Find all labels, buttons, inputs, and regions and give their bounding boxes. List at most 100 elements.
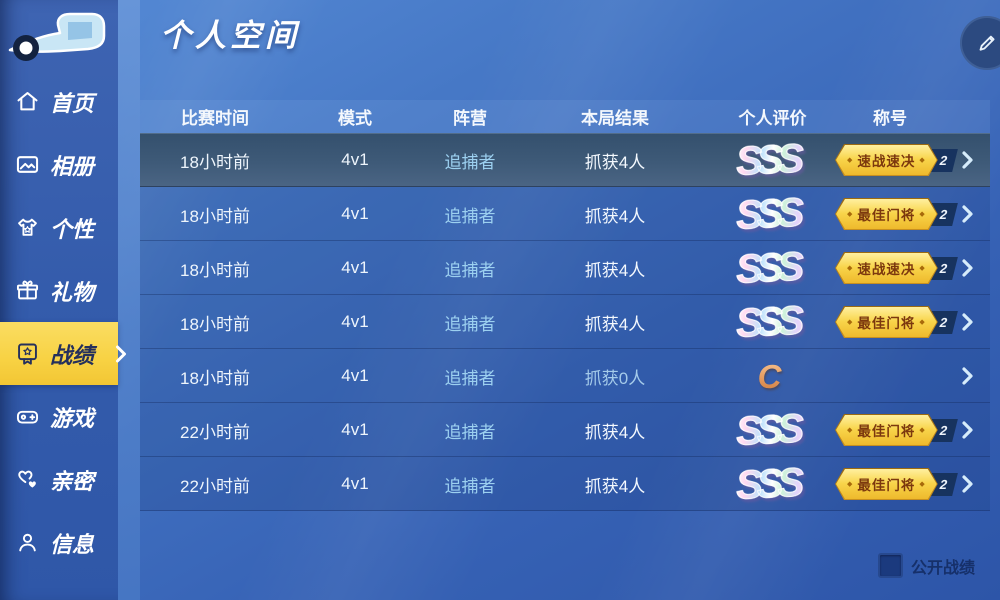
sidebar-item-gifts[interactable]: 礼物 [0, 259, 118, 322]
match-title: ◆ 速战速决 ◆ 2 [835, 252, 958, 284]
col-header-rating: 个人评价 [738, 109, 807, 128]
title-badge: ◆ 速战速决 ◆ 2 [835, 252, 958, 284]
match-mode: 4v1 [341, 366, 369, 385]
match-rating: SSS [710, 298, 835, 346]
sidebar-item-label: 礼物 [50, 279, 95, 305]
match-row[interactable]: 18小时前 4v1 追捕者 抓获0人 C ◆◆ [140, 349, 990, 403]
match-camp: 追捕者 [444, 476, 496, 496]
sidebar-item-label: 信息 [50, 531, 95, 557]
match-mode: 4v1 [341, 420, 369, 439]
sidebar-item-records[interactable]: 战绩 [0, 322, 126, 385]
medal-icon [14, 340, 41, 367]
match-row[interactable]: 18小时前 4v1 追捕者 抓获4人 SSS ◆ 速战速决 ◆ 2 [140, 241, 990, 295]
sidebar-item-personality[interactable]: 个性 [0, 196, 118, 259]
sidebar-edge-highlight [118, 0, 140, 600]
match-result: 抓获4人 [584, 422, 646, 442]
row-chevron-icon[interactable] [945, 259, 990, 277]
match-row[interactable]: 18小时前 4v1 追捕者 抓获4人 SSS ◆ 最佳门将 ◆ 2 [140, 187, 990, 241]
sidebar-nav: 首页 相册 个性 礼物 战绩 [0, 70, 126, 574]
match-mode: 4v1 [341, 150, 369, 169]
match-result: 抓获4人 [584, 206, 646, 226]
title-badge: ◆ 速战速决 ◆ 2 [835, 144, 958, 176]
edit-button[interactable] [960, 16, 1000, 70]
match-rating: SSS [710, 406, 835, 454]
row-chevron-icon[interactable] [945, 205, 990, 223]
gamepad-icon [14, 403, 41, 430]
sidebar-item-label: 亲密 [50, 468, 95, 494]
diamond-icon: ◆ [919, 265, 926, 272]
sidebar-item-album[interactable]: 相册 [0, 133, 118, 196]
match-time: 22小时前 [180, 422, 250, 442]
title-badge: ◆ 最佳门将 ◆ 2 [835, 414, 958, 446]
title-badge: ◆ 最佳门将 ◆ 2 [835, 468, 958, 500]
person-icon [14, 529, 41, 556]
photo-icon [14, 151, 41, 178]
match-time: 18小时前 [180, 206, 250, 226]
match-row[interactable]: 18小时前 4v1 追捕者 抓获4人 SSS ◆ 最佳门将 ◆ 2 [140, 295, 990, 349]
title-badge: ◆ 最佳门将 ◆ 2 [835, 306, 958, 338]
diamond-icon: ◆ [847, 265, 854, 272]
sidebar-item-home[interactable]: 首页 [0, 70, 118, 133]
match-row[interactable]: 22小时前 4v1 追捕者 抓获4人 SSS ◆ 最佳门将 ◆ 2 [140, 403, 990, 457]
match-mode: 4v1 [341, 474, 369, 493]
public-records-label: 公开战绩 [910, 559, 975, 577]
tshirt-icon [14, 214, 41, 241]
match-camp: 追捕者 [444, 152, 496, 172]
col-header-camp: 阵营 [453, 109, 487, 128]
pencil-icon [974, 30, 1000, 56]
match-title: ◆◆ [835, 365, 945, 388]
sidebar-item-intimacy[interactable]: 亲密 [0, 448, 118, 511]
match-title: ◆ 最佳门将 ◆ 2 [835, 306, 958, 338]
match-mode: 4v1 [341, 204, 369, 223]
row-chevron-icon[interactable] [945, 421, 990, 439]
row-chevron-icon[interactable] [945, 313, 990, 331]
match-camp: 追捕者 [444, 314, 496, 334]
diamond-icon: ◆ [847, 427, 854, 434]
home-icon [14, 88, 41, 115]
col-header-title: 称号 [873, 109, 907, 128]
match-title: ◆ 速战速决 ◆ 2 [835, 144, 958, 176]
match-result: 抓获4人 [584, 476, 646, 496]
title-badge: ◆ 最佳门将 ◆ 2 [835, 198, 958, 230]
sidebar-item-label: 个性 [50, 216, 95, 242]
public-records-checkbox[interactable] [877, 553, 903, 578]
match-mode: 4v1 [341, 258, 369, 277]
row-chevron-icon[interactable] [945, 151, 990, 169]
gift-icon [14, 277, 41, 304]
match-rating: C [710, 360, 835, 393]
match-camp: 追捕者 [444, 422, 496, 442]
match-rating: SSS [710, 460, 835, 508]
page-title: 个人空间 [160, 18, 300, 53]
match-time: 18小时前 [180, 152, 250, 172]
sidebar-item-messages[interactable]: 信息 [0, 511, 118, 574]
diamond-icon: ◆ [847, 157, 854, 164]
sidebar-item-label: 战绩 [50, 342, 95, 368]
row-chevron-icon[interactable] [945, 367, 990, 385]
diamond-icon: ◆ [919, 481, 926, 488]
col-header-result: 本局结果 [581, 109, 649, 128]
sidebar-item-label: 相册 [50, 153, 95, 179]
match-rating: SSS [710, 244, 835, 292]
row-chevron-icon[interactable] [945, 475, 990, 493]
diamond-icon: ◆ [919, 211, 926, 218]
diamond-icon: ◆ [847, 211, 854, 218]
match-rating: SSS [710, 136, 835, 184]
sidebar-item-games[interactable]: 游戏 [0, 385, 118, 448]
match-rating: SSS [710, 190, 835, 238]
diamond-icon: ◆ [919, 157, 926, 164]
sidebar-item-label: 首页 [50, 90, 95, 116]
diamond-icon: ◆ [847, 481, 854, 488]
match-camp: 追捕者 [444, 260, 496, 280]
match-title: ◆ 最佳门将 ◆ 2 [835, 468, 958, 500]
hearts-icon [14, 466, 41, 493]
diamond-icon: ◆ [847, 319, 854, 326]
diamond-icon: ◆ [919, 319, 926, 326]
match-row[interactable]: 18小时前 4v1 追捕者 抓获4人 SSS ◆ 速战速决 ◆ 2 [140, 133, 990, 187]
match-mode: 4v1 [341, 312, 369, 331]
match-row[interactable]: 22小时前 4v1 追捕者 抓获4人 SSS ◆ 最佳门将 ◆ 2 [140, 457, 990, 511]
match-title: ◆ 最佳门将 ◆ 2 [835, 414, 958, 446]
match-result: 抓获0人 [584, 368, 646, 388]
game-logo[interactable] [2, 4, 114, 64]
match-time: 18小时前 [180, 260, 250, 280]
match-result: 抓获4人 [584, 314, 646, 334]
